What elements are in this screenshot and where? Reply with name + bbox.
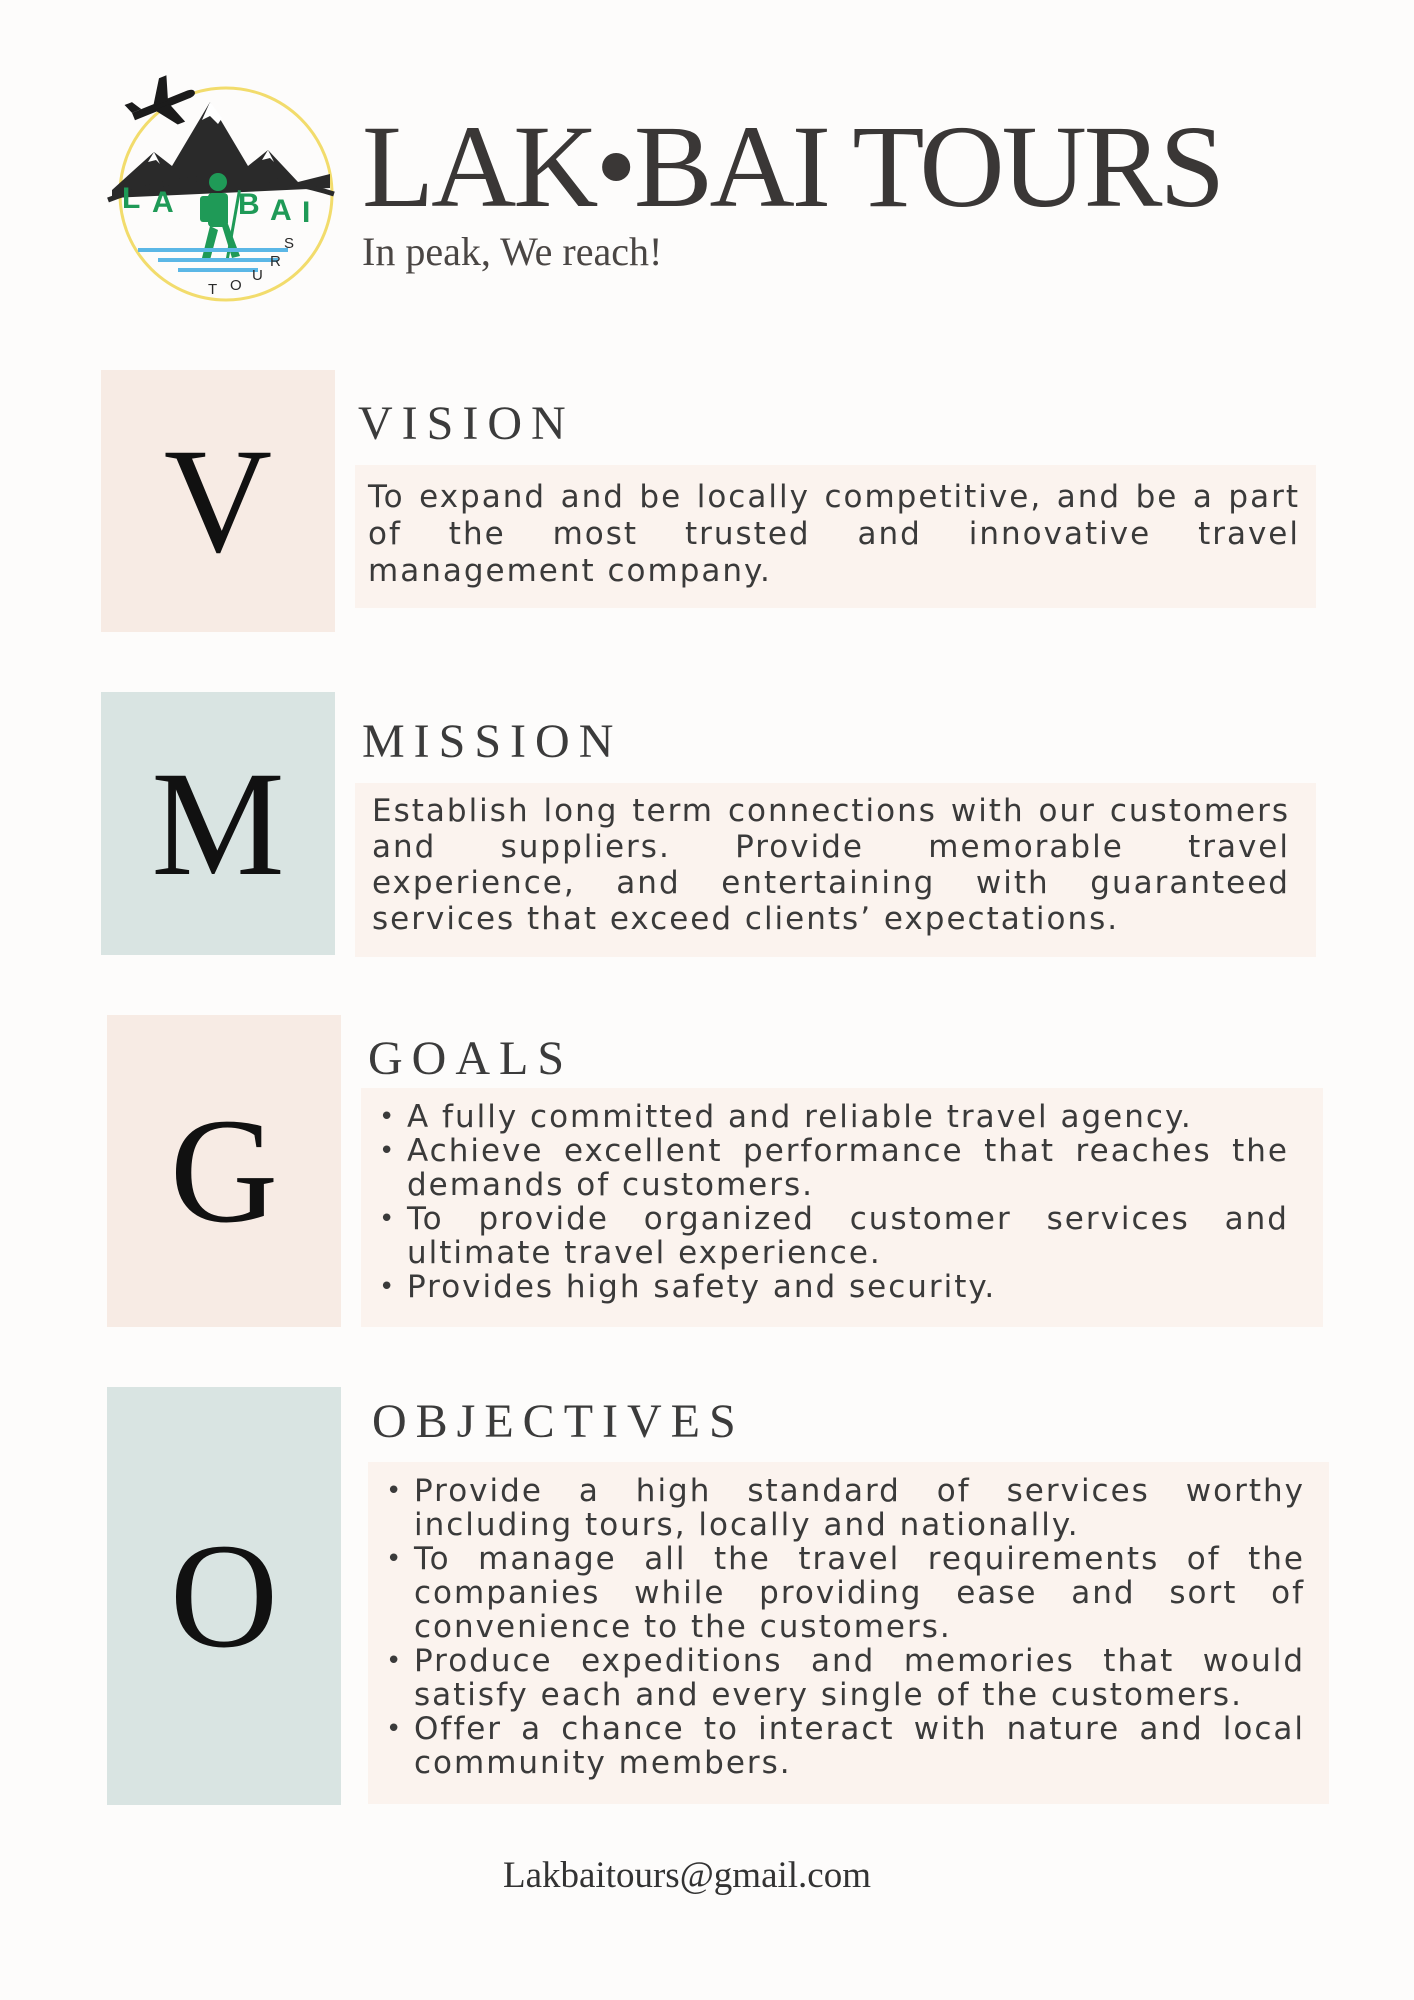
svg-text:A: A (152, 186, 174, 219)
svg-text:O: O (230, 277, 244, 294)
list-item: • Offer a chance to interact with nature … (386, 1711, 1305, 1781)
svg-text:U: U (252, 267, 265, 284)
list-item: • To provide organized customer services … (379, 1201, 1289, 1271)
list-item: • Provides high safety and security. (379, 1269, 997, 1305)
goals-heading: GOALS (368, 1032, 574, 1085)
svg-text:A: A (270, 194, 292, 227)
svg-text:B: B (238, 188, 260, 221)
water-icon (138, 248, 288, 272)
objectives-letter-box: O (107, 1387, 341, 1805)
list-item: • A fully committed and reliable travel a… (379, 1099, 1193, 1135)
airplane-icon (124, 75, 195, 125)
svg-text:T: T (208, 281, 219, 298)
vision-text: To expand and be locally competitive, an… (368, 479, 1300, 589)
list-item: • Achieve excellent performance that reac… (379, 1133, 1289, 1203)
goals-list: • A fully committed and reliable travel a… (373, 1100, 1289, 1304)
vision-letter-box: V (101, 370, 335, 632)
objectives-letter: O (169, 1513, 279, 1679)
vision-panel: To expand and be locally competitive, an… (355, 465, 1316, 608)
svg-text:L: L (122, 182, 140, 215)
list-item: • Provide a high standard of services wor… (386, 1473, 1305, 1543)
objectives-list: • Provide a high standard of services wor… (380, 1474, 1305, 1780)
brand-title: LAK•BAI TOURS (362, 101, 1225, 232)
vision-letter: V (163, 418, 273, 584)
goals-panel: • A fully committed and reliable travel a… (361, 1088, 1323, 1327)
mission-text: Establish long term connections with our… (372, 793, 1290, 937)
mountains-icon (112, 102, 330, 198)
list-item: • Produce expeditions and memories that w… (386, 1643, 1305, 1713)
svg-text:R: R (270, 253, 283, 270)
svg-text:S: S (284, 235, 296, 252)
svg-text:I: I (302, 196, 310, 229)
mission-letter-box: M (101, 692, 335, 955)
mission-panel: Establish long term connections with our… (355, 783, 1316, 957)
goals-letter-box: G (107, 1015, 341, 1327)
lakbai-logo: L A B A I T O U R S (107, 75, 335, 302)
mission-letter: M (151, 740, 285, 907)
brand-tagline: In peak, We reach! (362, 229, 663, 274)
mission-heading: MISSION (362, 715, 623, 768)
list-item: • To manage all the travel requirements o… (386, 1541, 1305, 1645)
objectives-panel: • Provide a high standard of services wor… (368, 1462, 1329, 1804)
objectives-heading: OBJECTIVES (372, 1395, 745, 1448)
contact-email: Lakbaitours@gmail.com (502, 1855, 871, 1896)
goals-letter: G (169, 1088, 279, 1254)
vision-heading: VISION (358, 397, 575, 450)
hiker-icon (200, 173, 241, 262)
